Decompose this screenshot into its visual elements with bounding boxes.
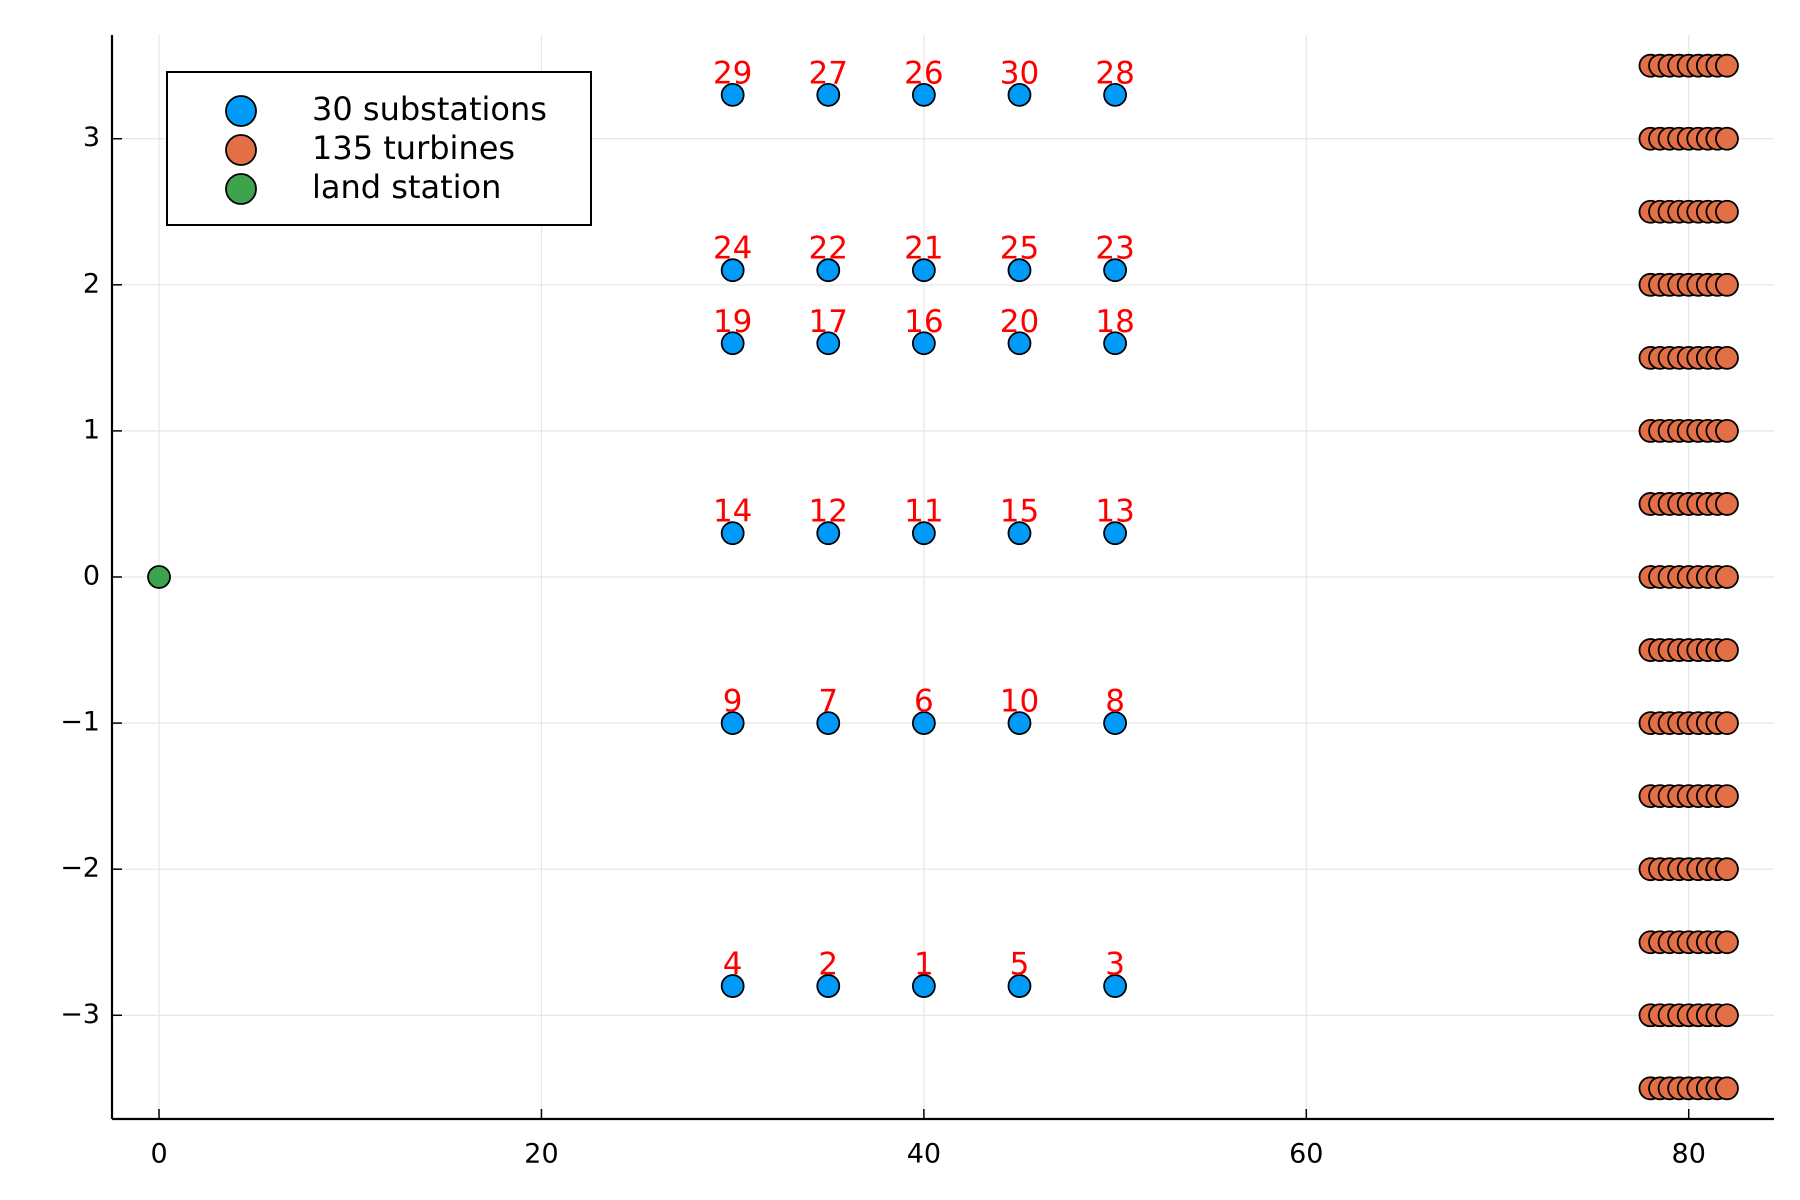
legend-label: 135 turbines [312, 129, 515, 167]
legend-marker [225, 95, 257, 127]
y-tick-label: −2 [60, 853, 100, 884]
x-tick-label: 20 [524, 1139, 558, 1170]
point-label: 2 [818, 947, 838, 983]
point [1007, 974, 1032, 998]
point [1103, 258, 1127, 283]
point-label: 17 [809, 304, 848, 340]
point-label: 4 [723, 947, 743, 983]
point [1007, 258, 1032, 283]
point-label: 12 [809, 494, 848, 530]
point [1715, 345, 1739, 370]
point-label: 30 [1000, 55, 1039, 91]
point-label: 5 [1010, 947, 1030, 983]
point-label: 29 [713, 55, 752, 91]
point [720, 521, 745, 546]
point-label: 19 [713, 304, 752, 340]
point [911, 521, 936, 546]
point [816, 521, 841, 546]
point [816, 331, 841, 356]
point [1715, 126, 1739, 151]
point-label: 7 [818, 684, 838, 720]
point [1715, 1076, 1739, 1101]
point [1715, 53, 1739, 78]
point [1715, 492, 1739, 516]
point-label: 15 [1000, 494, 1039, 530]
point [1715, 638, 1739, 662]
legend-label: 30 substations [312, 90, 547, 128]
point [1715, 711, 1739, 735]
point-label: 28 [1095, 55, 1134, 91]
x-tick-label: 80 [1672, 1139, 1706, 1170]
point-label: 16 [904, 304, 943, 340]
legend-marker [225, 173, 257, 205]
point-label: 26 [904, 55, 943, 91]
point [1715, 419, 1739, 443]
point-label: 27 [809, 55, 848, 91]
point-label: 24 [713, 231, 752, 267]
point-label: 22 [809, 231, 848, 267]
point-label: 23 [1095, 231, 1134, 267]
point [1715, 199, 1739, 224]
point-label: 6 [914, 684, 934, 720]
point [720, 711, 745, 735]
point-label: 8 [1105, 684, 1125, 720]
point [816, 974, 841, 998]
point-label: 13 [1095, 494, 1134, 530]
x-tick-label: 60 [1289, 1139, 1323, 1170]
point [1007, 521, 1032, 546]
point [1715, 1003, 1739, 1028]
point [1007, 711, 1032, 735]
point-label: 10 [1000, 684, 1039, 720]
point-label: 11 [904, 494, 943, 530]
point [1007, 331, 1032, 356]
point [1103, 82, 1127, 107]
point [1103, 521, 1127, 546]
point-label: 18 [1095, 304, 1134, 340]
y-tick-label: −3 [60, 999, 100, 1030]
point-label: 21 [904, 231, 943, 267]
y-tick-label: 2 [83, 268, 100, 299]
point-label: 1 [914, 947, 934, 983]
point [1007, 82, 1032, 107]
point [911, 82, 936, 107]
point-label: 25 [1000, 231, 1039, 267]
point [911, 711, 936, 735]
point [911, 258, 936, 283]
point [720, 82, 745, 107]
y-tick-label: 3 [83, 122, 100, 153]
point [1715, 784, 1739, 809]
point-label: 3 [1105, 947, 1125, 983]
legend-label: land station [312, 168, 501, 206]
point [1103, 711, 1127, 735]
point [1715, 565, 1739, 589]
point [147, 565, 171, 589]
point [720, 974, 745, 998]
point-label: 14 [713, 494, 752, 530]
point-label: 20 [1000, 304, 1039, 340]
point [720, 331, 745, 356]
point [816, 258, 841, 283]
x-tick-label: 0 [150, 1139, 167, 1170]
point [911, 974, 936, 998]
point [1715, 272, 1739, 297]
legend-marker [225, 134, 257, 166]
y-tick-label: −1 [60, 707, 100, 738]
point [1715, 930, 1739, 955]
point [720, 258, 745, 283]
y-tick-label: 1 [83, 414, 100, 445]
point [1103, 331, 1127, 356]
point [1715, 857, 1739, 882]
point [816, 711, 841, 735]
y-tick-label: 0 [83, 561, 100, 592]
point [911, 331, 936, 356]
x-tick-label: 40 [907, 1139, 941, 1170]
point [816, 82, 841, 107]
point-label: 9 [723, 684, 743, 720]
point [1103, 974, 1127, 998]
